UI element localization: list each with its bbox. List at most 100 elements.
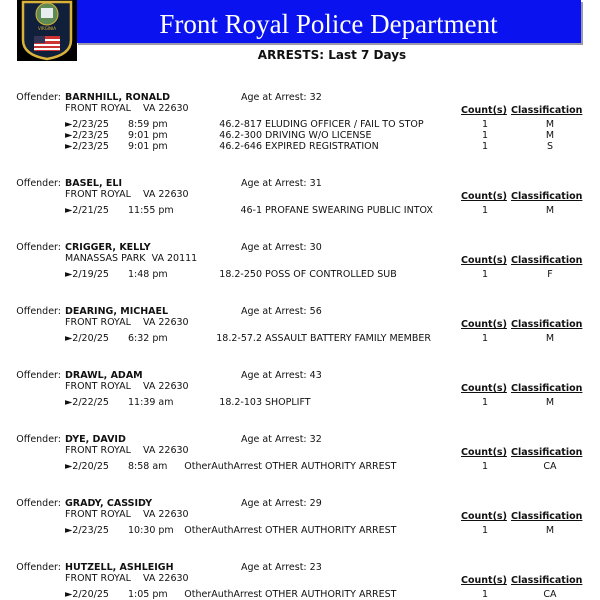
charge-count: 1	[481, 333, 489, 344]
age-label: Age at Arrest:	[241, 498, 307, 509]
charge-statute: 46.2-646	[219, 141, 262, 152]
charge-description: ELUDING OFFICER / FAIL TO STOP	[265, 119, 424, 130]
classification-header: Classification	[511, 383, 583, 394]
charge-count: 1	[481, 205, 489, 216]
age-label: Age at Arrest:	[241, 370, 307, 381]
charge-time: 9:01 pm	[128, 130, 168, 141]
offender-name: GRADY, CASSIDY	[65, 498, 153, 509]
charge-time: 9:01 pm	[128, 141, 168, 152]
offender-name: CRIGGER, KELLY	[65, 242, 151, 253]
counts-header: Count(s)	[461, 255, 507, 266]
age-value: 56	[309, 306, 322, 317]
charge-description: DRIVING W/O LICENSE	[265, 130, 372, 141]
charge-classification: CA	[543, 589, 557, 600]
counts-header: Count(s)	[461, 191, 507, 202]
age-label: Age at Arrest:	[241, 178, 307, 189]
charge-classification: S	[546, 141, 554, 152]
charge-statute: 18.2-103	[219, 397, 262, 408]
charge-count: 1	[481, 269, 489, 280]
charge-count: 1	[481, 461, 489, 472]
age-at-arrest: Age at Arrest: 32	[241, 434, 322, 445]
charge-statute: OtherAuthArrest	[184, 461, 262, 472]
offender-name: BARNHILL, RONALD	[65, 92, 171, 103]
counts-header: Count(s)	[461, 511, 507, 522]
charge-statute: 18.2-250	[219, 269, 262, 280]
offender-address: MANASSAS PARK VA 20111	[65, 253, 198, 264]
age-at-arrest: Age at Arrest: 30	[241, 242, 322, 253]
age-label: Age at Arrest:	[241, 242, 307, 253]
classification-header: Classification	[511, 575, 583, 586]
charge-date: ►2/23/25	[65, 141, 109, 152]
charge-statute: 46-1	[240, 205, 262, 216]
charge-time: 8:59 pm	[128, 119, 168, 130]
age-value: 32	[309, 92, 322, 103]
charge-statute: 18.2-57.2	[216, 333, 262, 344]
charge-classification: M	[545, 205, 555, 216]
age-value: 32	[309, 434, 322, 445]
age-value: 23	[309, 562, 322, 573]
charge-statute: 46.2-817	[219, 119, 262, 130]
counts-header: Count(s)	[461, 575, 507, 586]
age-value: 29	[309, 498, 322, 509]
offender-name: BASEL, ELI	[65, 178, 122, 189]
age-at-arrest: Age at Arrest: 56	[241, 306, 322, 317]
classification-header: Classification	[511, 191, 583, 202]
charge-date: ►2/20/25	[65, 461, 109, 472]
charge-date: ►2/23/25	[65, 130, 109, 141]
age-label: Age at Arrest:	[241, 434, 307, 445]
age-value: 43	[309, 370, 322, 381]
charge-date: ►2/23/25	[65, 119, 109, 130]
age-at-arrest: Age at Arrest: 29	[241, 498, 322, 509]
offender-name: DRAWL, ADAM	[65, 370, 143, 381]
charge-time: 1:48 pm	[128, 269, 168, 280]
offender-address: FRONT ROYAL VA 22630	[65, 573, 189, 584]
age-value: 30	[309, 242, 322, 253]
offender-label: Offender:	[16, 434, 61, 445]
charge-count: 1	[481, 119, 489, 130]
classification-header: Classification	[511, 105, 583, 116]
charge-date: ►2/19/25	[65, 269, 109, 280]
charge-description: ASSAULT BATTERY FAMILY MEMBER	[265, 333, 431, 344]
charge-time: 6:32 pm	[128, 333, 168, 344]
charge-description: SHOPLIFT	[265, 397, 311, 408]
charge-statute: OtherAuthArrest	[184, 589, 262, 600]
classification-header: Classification	[511, 447, 583, 458]
age-label: Age at Arrest:	[241, 306, 307, 317]
charge-classification: M	[545, 130, 555, 141]
charge-count: 1	[481, 130, 489, 141]
offender-label: Offender:	[16, 562, 61, 573]
charge-time: 8:58 am	[128, 461, 168, 472]
offender-address: FRONT ROYAL VA 22630	[65, 509, 189, 520]
offender-label: Offender:	[16, 370, 61, 381]
charge-classification: M	[545, 525, 555, 536]
charge-count: 1	[481, 141, 489, 152]
charge-time: 11:55 pm	[128, 205, 174, 216]
charge-description: EXPIRED REGISTRATION	[265, 141, 379, 152]
offender-name: DEARING, MICHAEL	[65, 306, 169, 317]
charge-count: 1	[481, 589, 489, 600]
charge-statute: 46.2-300	[219, 130, 262, 141]
offender-name: HUTZELL, ASHLEIGH	[65, 562, 174, 573]
charge-count: 1	[481, 525, 489, 536]
svg-text:VIRGINIA: VIRGINIA	[38, 26, 56, 31]
charge-date: ►2/21/25	[65, 205, 109, 216]
age-value: 31	[309, 178, 322, 189]
charge-classification: F	[547, 269, 553, 280]
counts-header: Count(s)	[461, 447, 507, 458]
counts-header: Count(s)	[461, 319, 507, 330]
charge-date: ►2/23/25	[65, 525, 109, 536]
age-at-arrest: Age at Arrest: 23	[241, 562, 322, 573]
offender-name: DYE, DAVID	[65, 434, 126, 445]
classification-header: Classification	[511, 319, 583, 330]
charge-classification: M	[545, 333, 555, 344]
charge-statute: OtherAuthArrest	[184, 525, 262, 536]
charge-classification: M	[545, 397, 555, 408]
age-label: Age at Arrest:	[241, 562, 307, 573]
charge-classification: CA	[543, 461, 557, 472]
charge-date: ►2/20/25	[65, 333, 109, 344]
offender-address: FRONT ROYAL VA 22630	[65, 103, 189, 114]
page-title: Front Royal Police Department	[159, 9, 498, 39]
charge-date: ►2/20/25	[65, 589, 109, 600]
charge-classification: M	[545, 119, 555, 130]
offender-label: Offender:	[16, 92, 61, 103]
